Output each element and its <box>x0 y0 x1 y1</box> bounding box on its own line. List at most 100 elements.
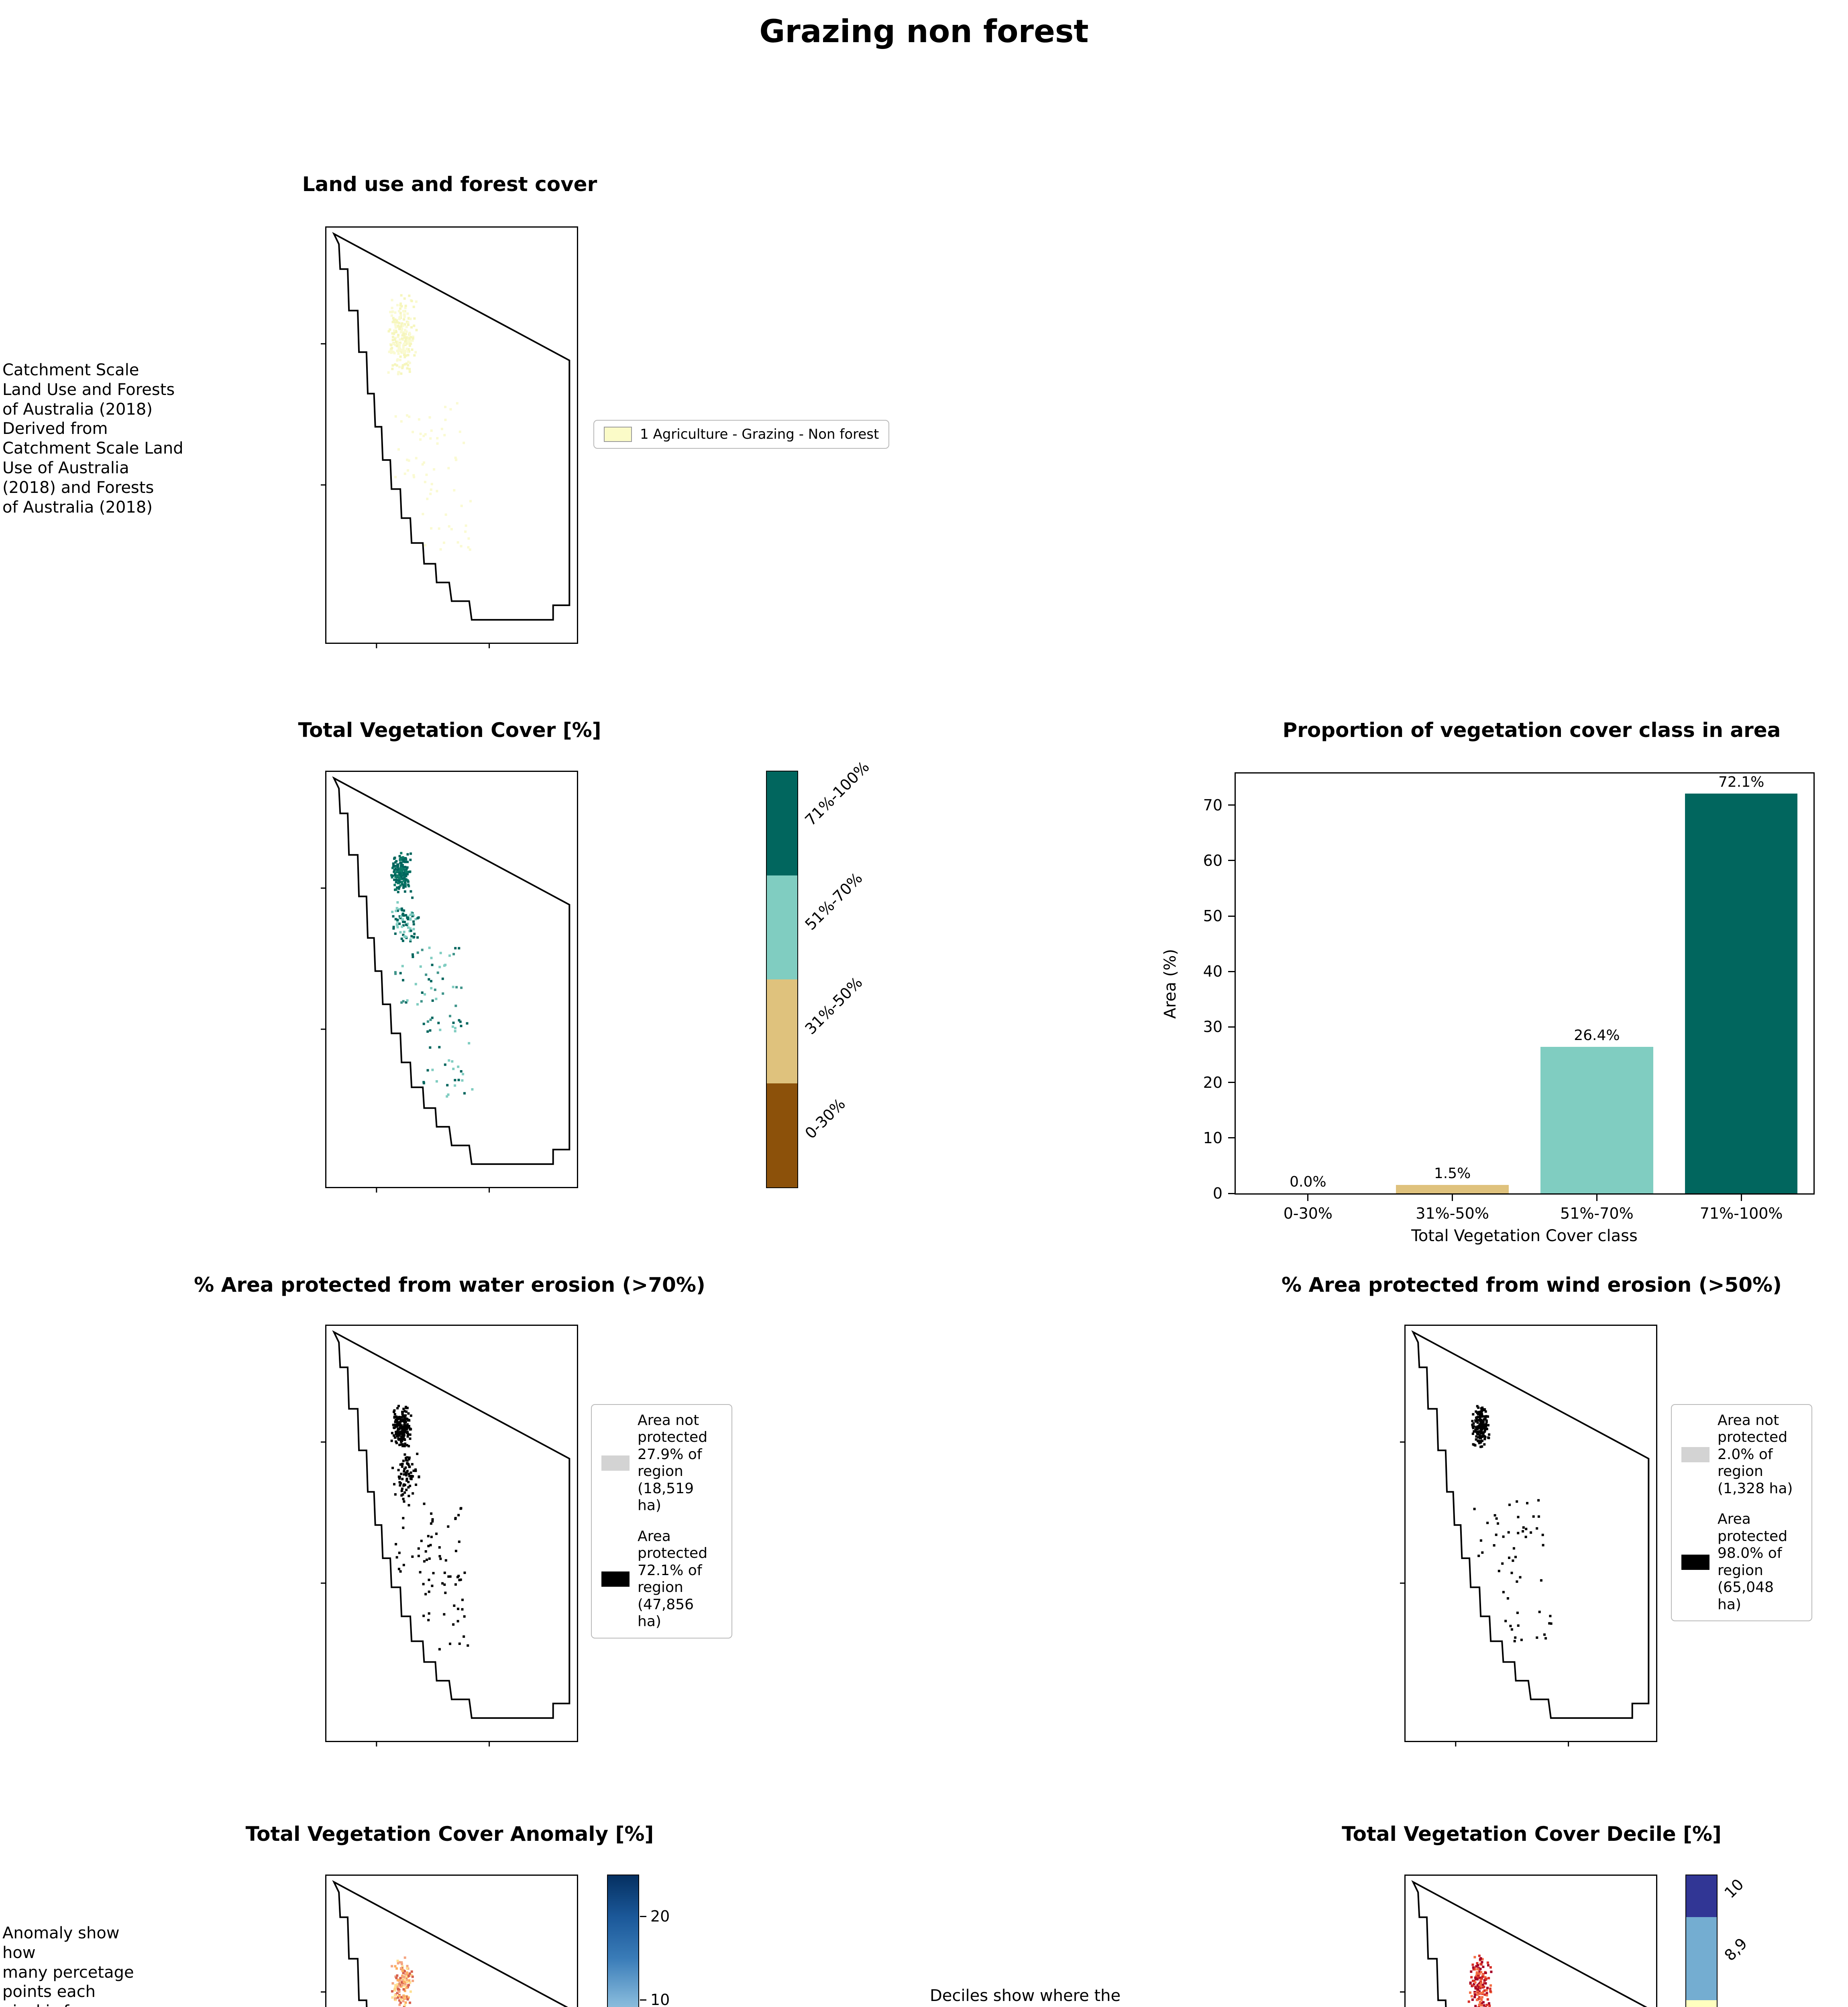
legend-swatch <box>604 427 632 442</box>
bar-value-label: 0.0% <box>1290 1174 1326 1190</box>
veg-cover-title: Total Vegetation Cover [%] <box>298 719 601 742</box>
legend-label: 1 Agriculture - Grazing - Non forest <box>640 426 879 442</box>
x-axis-label: Total Vegetation Cover class <box>1411 1227 1638 1245</box>
bar-31%-50% <box>1396 1185 1509 1193</box>
x-tick <box>1740 1195 1742 1201</box>
colorbar-class-label: 71%-100% <box>801 758 873 829</box>
legend-swatch <box>601 1455 630 1471</box>
legend-label: Area protected 72.1% of region (47,856 h… <box>638 1528 708 1630</box>
anomaly-title: Total Vegetation Cover Anomaly [%] <box>245 1822 654 1846</box>
decile-colorbar-bar <box>1685 1875 1718 2007</box>
decile-note: Deciles show where the pixel value lies … <box>930 1987 1121 2007</box>
anomaly-colorbar-bar <box>607 1875 639 2007</box>
legend-entry: Area protected 72.1% of region (47,856 h… <box>601 1528 722 1630</box>
water-erosion-legend: Area not protected 27.9% of region (18,5… <box>591 1404 732 1639</box>
x-tick-label: 71%-100% <box>1699 1205 1783 1222</box>
wind-erosion-map <box>1400 1325 1657 1746</box>
y-tick-label: 40 <box>1203 963 1222 981</box>
veg-cover-map <box>321 771 578 1193</box>
land-use-title: Land use and forest cover <box>302 173 597 196</box>
colorbar-segment <box>1686 2000 1717 2007</box>
colorbar-class-label: 51%-70% <box>801 869 866 934</box>
colorbar-segment <box>767 875 797 979</box>
catchment-outline <box>332 776 570 1165</box>
y-tick <box>1228 860 1235 861</box>
anomaly-note: Anomaly show how many percetage points e… <box>2 1924 134 2007</box>
y-tick <box>1228 1082 1235 1083</box>
x-tick <box>1307 1195 1309 1201</box>
colorbar-segment <box>767 979 797 1083</box>
map-canvas <box>321 232 570 648</box>
bar-71%-100% <box>1685 793 1798 1193</box>
bar-value-label: 26.4% <box>1574 1027 1620 1044</box>
y-tick-label: 0 <box>1212 1185 1222 1202</box>
colorbar-class-label: 8,9 <box>1721 1934 1751 1964</box>
map-canvas <box>321 1330 570 1746</box>
map-canvas <box>321 1880 568 2007</box>
proportion-bar-chart: 0 10 20 30 40 50 60 70 0.0% 0-30% 1.5% 31%-50% 26.4%… <box>1203 772 1815 1222</box>
wind-erosion-legend: Area not protected 2.0% of region (1,328… <box>1671 1404 1812 1622</box>
decile-map <box>1400 1875 1657 2007</box>
proportion-chart-title: Proportion of vegetation cover class in … <box>1282 719 1781 742</box>
y-tick-label: 60 <box>1203 851 1222 869</box>
veg-cover-colorbar: 71%-100% 51%-70% 31%-50% 0-30% <box>766 758 873 1188</box>
catchment-outline <box>1411 1330 1650 1719</box>
bar-value-label: 72.1% <box>1718 773 1764 790</box>
map-canvas <box>1400 1880 1648 2007</box>
veg-cover-colorbar-bar <box>766 771 798 1188</box>
y-tick-label: 70 <box>1203 796 1222 814</box>
y-tick <box>1228 915 1235 917</box>
colorbar-tick <box>640 1916 646 1917</box>
legend-swatch <box>1681 1554 1709 1570</box>
x-tick-label: 0-30% <box>1283 1205 1333 1222</box>
legend-swatch <box>601 1571 630 1587</box>
legend-swatch <box>1681 1447 1709 1463</box>
colorbar-class-label: 10 <box>1721 1875 1747 1902</box>
y-tick <box>1228 971 1235 972</box>
catchment-outline <box>332 1880 568 2007</box>
water-erosion-title: % Area protected from water erosion (>70… <box>194 1273 705 1297</box>
x-tick <box>1596 1195 1597 1201</box>
bar-51%-70% <box>1540 1047 1653 1193</box>
colorbar-class-label: 0-30% <box>801 1095 849 1142</box>
wind-erosion-title: % Area protected from wind erosion (>50%… <box>1281 1273 1782 1297</box>
y-tick <box>1228 1137 1235 1139</box>
legend-label: Area not protected 2.0% of region (1,328… <box>1718 1412 1793 1497</box>
decile-colorbar: 108,94-72,31 <box>1685 1875 1750 2007</box>
y-tick-label: 30 <box>1203 1018 1222 1036</box>
legend-label: Area protected 98.0% of region (65,048 h… <box>1718 1511 1788 1613</box>
colorbar-segment <box>767 1083 797 1187</box>
colorbar-tick-label: 20 <box>650 1907 670 1925</box>
y-tick-label: 50 <box>1203 907 1222 925</box>
x-tick-label: 51%-70% <box>1560 1205 1634 1222</box>
bar-value-label: 1.5% <box>1434 1165 1471 1182</box>
y-axis-label: Area (%) <box>1161 949 1180 1019</box>
legend-entry: Area not protected 27.9% of region (18,5… <box>601 1412 722 1514</box>
legend-label: Area not protected 27.9% of region (18,5… <box>638 1412 708 1514</box>
legend-entry: Area not protected 2.0% of region (1,328… <box>1681 1412 1802 1497</box>
y-tick-label: 10 <box>1203 1129 1222 1147</box>
legend-entry: 1 Agriculture - Grazing - Non forest <box>604 426 879 442</box>
y-tick-label: 20 <box>1203 1073 1222 1091</box>
catchment-outline <box>332 1330 570 1719</box>
x-tick <box>1452 1195 1453 1201</box>
catchment-outline <box>332 232 570 621</box>
map-canvas <box>1400 1330 1650 1746</box>
y-tick <box>1228 804 1235 806</box>
anomaly-map <box>321 1875 578 2007</box>
colorbar-segment <box>1686 1875 1717 1917</box>
x-tick-label: 31%-50% <box>1416 1205 1489 1222</box>
y-tick <box>1228 1193 1235 1194</box>
decile-title: Total Vegetation Cover Decile [%] <box>1342 1822 1722 1846</box>
map-canvas <box>321 776 570 1193</box>
colorbar-segment <box>1686 1917 1717 2000</box>
water-erosion-map <box>321 1325 578 1746</box>
anomaly-colorbar: 20100−10−20 <box>607 1875 670 2007</box>
colorbar-segment <box>767 771 797 875</box>
page-title: Grazing non forest <box>759 14 1089 50</box>
colorbar-class-label: 31%-50% <box>801 973 866 1038</box>
catchment-outline <box>1411 1880 1648 2007</box>
land-use-source-note: Catchment Scale Land Use and Forests of … <box>2 361 183 517</box>
colorbar-tick <box>640 1999 646 2001</box>
